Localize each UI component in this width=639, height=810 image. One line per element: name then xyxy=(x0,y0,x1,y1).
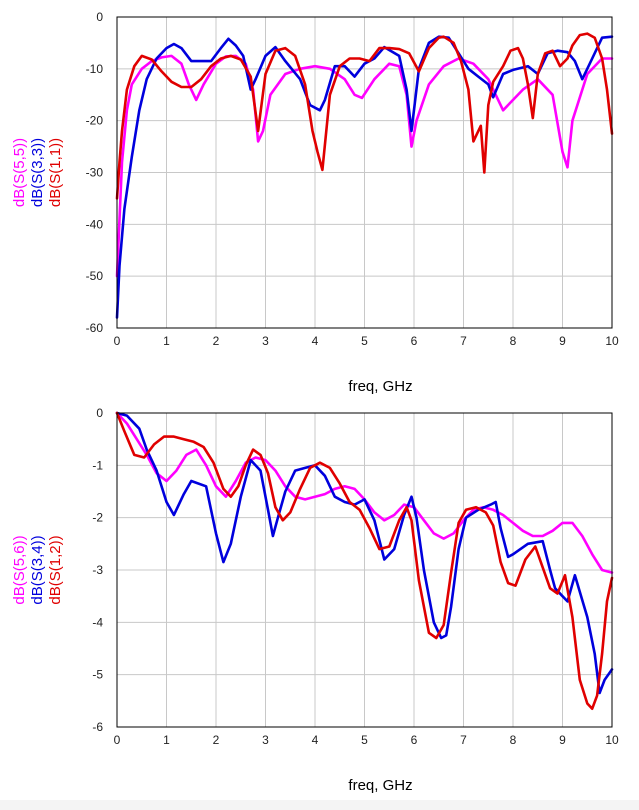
legend-entry-2: dB(S(3,3)) xyxy=(29,138,46,207)
y-tick-label: -40 xyxy=(86,217,104,231)
x-tick-label: 0 xyxy=(114,334,121,348)
series-line-3 xyxy=(115,411,614,710)
x-axis-title: freq, GHz xyxy=(348,777,412,794)
x-tick-label: 6 xyxy=(411,334,418,348)
x-tick-label: 4 xyxy=(312,733,319,747)
y-tick-label: -10 xyxy=(86,62,104,76)
y-tick-label: 0 xyxy=(96,406,103,420)
x-tick-label: 6 xyxy=(411,733,418,747)
x-tick-label: 1 xyxy=(163,733,170,747)
x-tick-label: 7 xyxy=(460,334,467,348)
x-tick-label: 9 xyxy=(559,334,566,348)
x-tick-label: 9 xyxy=(559,733,566,747)
y-tick-label: -50 xyxy=(86,269,104,283)
y-tick-label: -4 xyxy=(92,615,103,629)
plot-frame xyxy=(116,16,613,329)
y-tick-label: -3 xyxy=(92,563,103,577)
x-tick-label: 2 xyxy=(213,334,220,348)
y-tick-label: -20 xyxy=(86,114,104,128)
y-tick-label: -2 xyxy=(92,511,103,525)
legend-entry-3: dB(S(1,1)) xyxy=(47,138,64,207)
legend-entry-2: dB(S(3,4)) xyxy=(29,535,46,604)
series-line-3 xyxy=(115,32,614,200)
x-tick-label: 2 xyxy=(213,733,220,747)
series-line-2 xyxy=(115,411,614,695)
x-axis-title: freq, GHz xyxy=(348,378,412,395)
legend-entry-1: dB(S(5,5)) xyxy=(11,138,28,207)
x-tick-label: 7 xyxy=(460,733,467,747)
y-tick-label: -30 xyxy=(86,166,104,180)
x-tick-label: 10 xyxy=(605,733,619,747)
window-footer-strip xyxy=(0,800,639,810)
plot-frame xyxy=(116,412,613,728)
x-tick-label: 1 xyxy=(163,334,170,348)
x-tick-label: 4 xyxy=(312,334,319,348)
y-tick-label: -1 xyxy=(92,458,103,472)
x-tick-label: 3 xyxy=(262,733,269,747)
legend-entry-3: dB(S(1,2)) xyxy=(47,535,64,604)
x-tick-label: 3 xyxy=(262,334,269,348)
y-tick-label: -6 xyxy=(92,720,103,734)
y-tick-label: 0 xyxy=(96,10,103,24)
x-tick-label: 5 xyxy=(361,733,368,747)
x-tick-label: 8 xyxy=(510,733,517,747)
y-tick-label: -60 xyxy=(86,321,104,335)
x-tick-label: 10 xyxy=(605,334,619,348)
legend-entry-1: dB(S(5,6)) xyxy=(11,535,28,604)
x-tick-label: 8 xyxy=(510,334,517,348)
chart-panel-1: 0 1 2 3 4 5 6 7 8 9 10 0 -10 -20 -30 -40 -50 -60 freq, GHz… xyxy=(11,10,619,395)
chart-panel-2: 0 1 2 3 4 5 6 7 8 9 10 0 -1 -2 -3 -4 -5 -6 freq, GHz dB(S(5… xyxy=(11,406,619,794)
x-tick-label: 5 xyxy=(361,334,368,348)
x-tick-label: 0 xyxy=(114,733,121,747)
y-tick-label: -5 xyxy=(92,668,103,682)
